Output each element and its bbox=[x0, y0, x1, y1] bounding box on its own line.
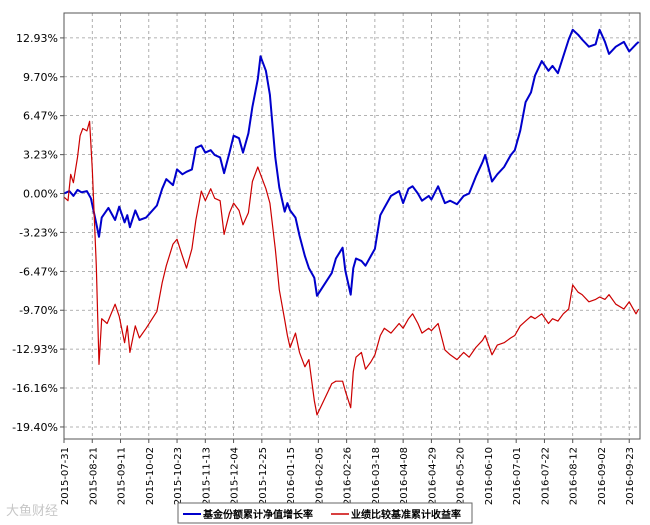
x-tick-label: 2015-09-11 bbox=[117, 447, 128, 505]
x-tick-label: 2015-10-02 bbox=[145, 447, 156, 505]
x-tick-label: 2016-05-20 bbox=[456, 447, 467, 505]
x-tick-label: 2015-10-23 bbox=[173, 447, 184, 505]
x-tick-label: 2016-04-29 bbox=[427, 447, 438, 505]
x-tick-label: 2016-04-08 bbox=[399, 447, 410, 505]
grid-lines bbox=[63, 13, 640, 439]
y-tick-label: 0.00% bbox=[23, 188, 58, 201]
x-tick-label: 2015-11-13 bbox=[201, 447, 212, 505]
legend-label-fund: 基金份额累计净值增长率 bbox=[202, 508, 313, 521]
plot-frame bbox=[63, 12, 641, 440]
y-tick-label: -3.23% bbox=[19, 226, 58, 239]
y-tick-label: -6.47% bbox=[19, 265, 58, 278]
y-tick-label: 6.47% bbox=[23, 110, 58, 123]
legend: 基金份额累计净值增长率 业绩比较基准累计收益率 bbox=[177, 502, 473, 524]
x-tick-label: 2016-03-18 bbox=[371, 447, 382, 505]
x-tick-label: 2016-09-23 bbox=[625, 447, 636, 505]
x-tick-label: 2016-07-22 bbox=[540, 447, 551, 505]
y-tick-label: 12.93% bbox=[16, 32, 58, 45]
y-tick-label: -19.40% bbox=[12, 421, 58, 434]
x-tick-label: 2016-06-10 bbox=[484, 447, 495, 505]
watermark: 大鱼财经 bbox=[6, 504, 59, 519]
x-tick-label: 2016-09-02 bbox=[597, 447, 608, 505]
series-lines bbox=[63, 28, 640, 416]
x-tick-label: 2015-08-21 bbox=[88, 447, 99, 505]
y-tick-label: -16.16% bbox=[12, 382, 58, 395]
x-tick-label: 2015-12-25 bbox=[258, 447, 269, 505]
y-tick-label: 9.70% bbox=[23, 71, 58, 84]
y-axis-ticks: 12.93% 9.70% 6.47% 3.23% 0.00% -3.23% -6.47% -9… bbox=[12, 32, 64, 434]
x-axis-ticks: 2015-07-31 2015-08-21 2015-09-11 2015-10-02… bbox=[60, 439, 636, 505]
y-tick-label: -12.93% bbox=[12, 343, 58, 356]
x-tick-label: 2016-01-15 bbox=[286, 447, 297, 505]
x-tick-label: 2016-02-05 bbox=[314, 447, 325, 505]
x-tick-label: 2015-12-04 bbox=[230, 447, 241, 505]
x-tick-label: 2016-07-01 bbox=[512, 447, 523, 505]
series-line-benchmark bbox=[63, 120, 640, 416]
x-tick-label: 2016-02-26 bbox=[343, 447, 354, 505]
y-tick-label: 3.23% bbox=[23, 149, 58, 162]
series-line-fund bbox=[63, 28, 640, 297]
legend-label-benchmark: 业绩比较基准累计收益率 bbox=[351, 508, 461, 521]
legend-box bbox=[177, 502, 473, 524]
x-tick-label: 2016-08-12 bbox=[569, 447, 580, 505]
y-tick-label: -9.70% bbox=[19, 304, 58, 317]
x-tick-label: 2015-07-31 bbox=[60, 447, 71, 505]
